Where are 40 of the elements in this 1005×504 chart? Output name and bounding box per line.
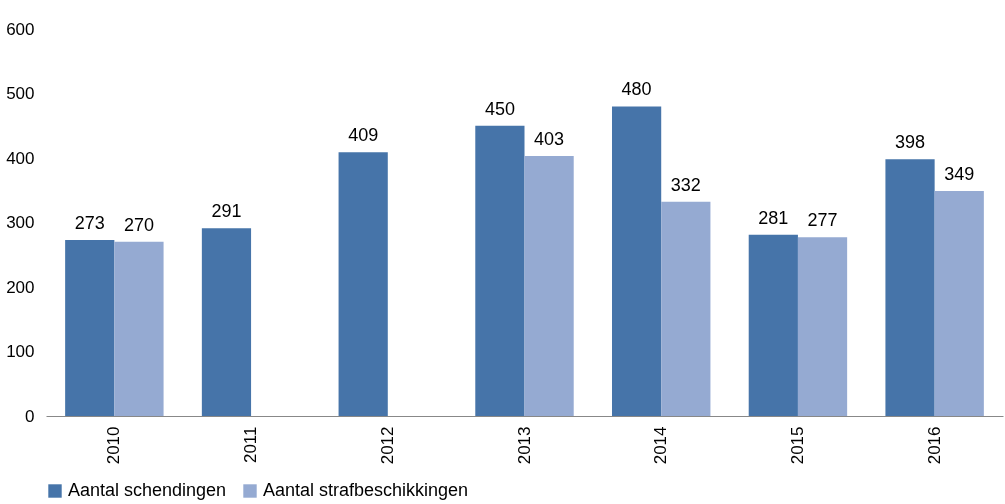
bar	[475, 125, 525, 416]
legend-label: Aantal schendingen	[68, 480, 227, 500]
data-label: 480	[621, 79, 652, 100]
data-label: 332	[670, 174, 701, 195]
bar	[885, 159, 935, 416]
data-label: 281	[758, 207, 789, 228]
data-label: 409	[348, 125, 379, 146]
bar	[748, 234, 798, 416]
data-label: 291	[211, 201, 242, 222]
y-tick-label: 600	[6, 19, 35, 39]
data-label: 273	[74, 212, 105, 233]
x-tick-label: 2014	[651, 426, 671, 465]
x-tick-label: 2012	[377, 426, 397, 465]
x-tick-label: 2010	[104, 426, 124, 465]
x-tick-label: 2016	[924, 426, 944, 465]
bar	[934, 190, 984, 416]
bar	[65, 239, 115, 416]
data-label: 277	[807, 210, 838, 231]
data-label: 349	[944, 163, 975, 184]
bar	[661, 201, 711, 416]
x-tick-label: 2015	[787, 426, 807, 465]
data-label: 403	[534, 129, 565, 150]
bar	[797, 237, 848, 416]
x-tick-label: 2013	[514, 426, 534, 465]
bar	[338, 152, 388, 416]
y-tick-label: 0	[25, 406, 35, 426]
bar	[612, 106, 662, 416]
bar	[114, 241, 164, 416]
y-tick-label: 400	[6, 148, 35, 168]
data-label: 270	[123, 214, 154, 235]
bar	[201, 228, 252, 416]
y-tick-label: 100	[6, 342, 35, 361]
y-tick-label: 200	[6, 277, 35, 297]
data-label: 450	[484, 98, 515, 119]
legend-label: Aantal strafbeschikkingen	[263, 480, 469, 500]
x-tick-label: 2011	[241, 426, 261, 464]
y-tick-label: 500	[6, 84, 35, 103]
bar	[524, 156, 574, 416]
data-label: 398	[895, 132, 926, 153]
y-tick-label: 300	[6, 213, 35, 232]
